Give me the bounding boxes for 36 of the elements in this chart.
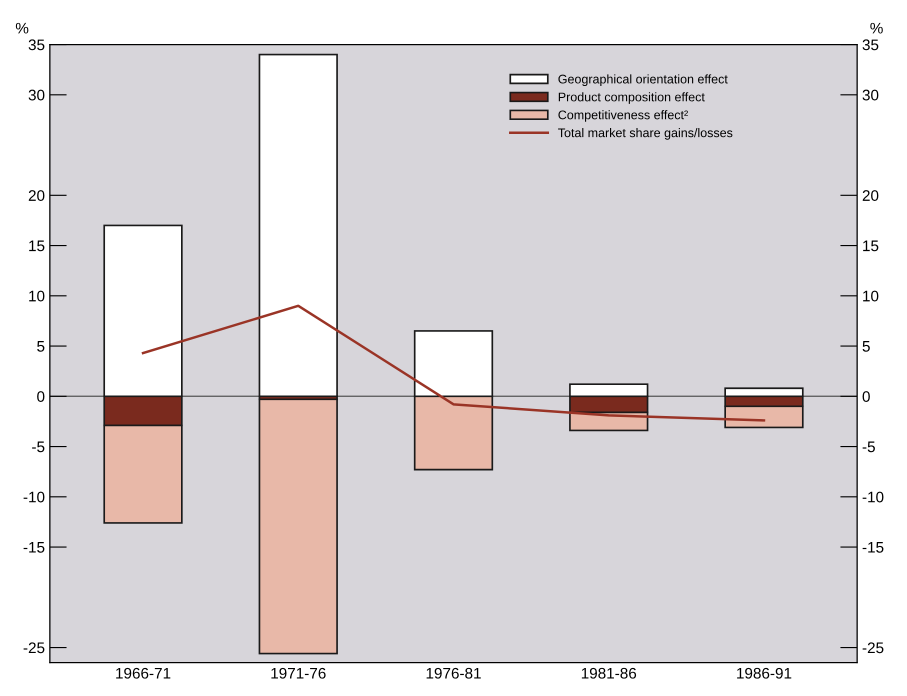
y2-tick-label: 10 xyxy=(863,290,878,302)
y-tick-label: 20 xyxy=(28,190,44,201)
y-tick-label: 35 xyxy=(28,39,44,50)
y-tick-label: 10 xyxy=(29,290,44,302)
y-tick-label: 5 xyxy=(37,341,44,352)
y2-tick-label: 35 xyxy=(862,39,878,50)
bar xyxy=(258,54,338,398)
line-series xyxy=(142,304,766,422)
y-tick-label: 0 xyxy=(37,391,44,402)
y2-tick-label: -15 xyxy=(862,542,884,553)
legend-label: Geographical orientation effect xyxy=(558,74,728,86)
bar xyxy=(258,398,338,654)
y-tick-label: -25 xyxy=(24,642,44,654)
y2-tick-label: -5 xyxy=(862,442,875,452)
y2-axis-title: % xyxy=(870,22,883,34)
x-tick-label: 1981-86 xyxy=(582,668,636,679)
legend-label: Product composition effect xyxy=(558,92,705,104)
y2-tick-label: 0 xyxy=(862,391,870,402)
y2-tick-label: 20 xyxy=(862,190,878,201)
y-tick-label: 30 xyxy=(28,90,44,100)
y2-tick-label: 15 xyxy=(863,240,878,252)
y-axis-title: % xyxy=(16,22,28,34)
legend-label: Competitiveness effect² xyxy=(558,110,688,122)
y2-tick-label: -25 xyxy=(862,642,884,654)
y2-tick-label: -10 xyxy=(862,492,884,502)
y-tick-label: -15 xyxy=(24,542,44,553)
y-tick-label: -10 xyxy=(24,492,44,502)
legend-label: Total market share gains/losses xyxy=(558,128,732,140)
y-tick-label: 15 xyxy=(29,240,44,252)
x-tick-label: 1986-91 xyxy=(737,668,792,679)
y2-tick-label: 30 xyxy=(862,90,878,100)
x-tick-label: 1966-71 xyxy=(116,668,170,679)
x-tick-label: 1971-76 xyxy=(271,668,326,679)
x-tick-label: 1976-81 xyxy=(426,668,481,679)
y2-tick-label: 5 xyxy=(862,341,870,352)
y-tick-label: -5 xyxy=(32,442,44,452)
